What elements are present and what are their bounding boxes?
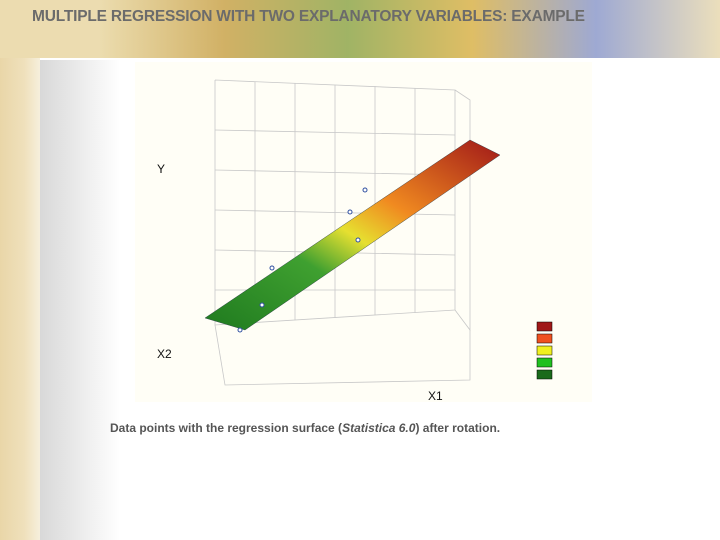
y-axis-label: Y xyxy=(157,162,165,176)
x2-axis-label: X2 xyxy=(157,347,172,361)
slide-title: MULTIPLE REGRESSION WITH TWO EXPLANATORY… xyxy=(32,8,585,25)
x1-axis-label: X1 xyxy=(428,389,443,403)
caption-text: ) after rotation. xyxy=(415,421,501,435)
figure-caption: Data points with the regression surface … xyxy=(110,421,500,435)
caption-text: Data points with the regression surface … xyxy=(110,421,343,435)
caption-software: Statistica 6.0 xyxy=(342,421,416,435)
